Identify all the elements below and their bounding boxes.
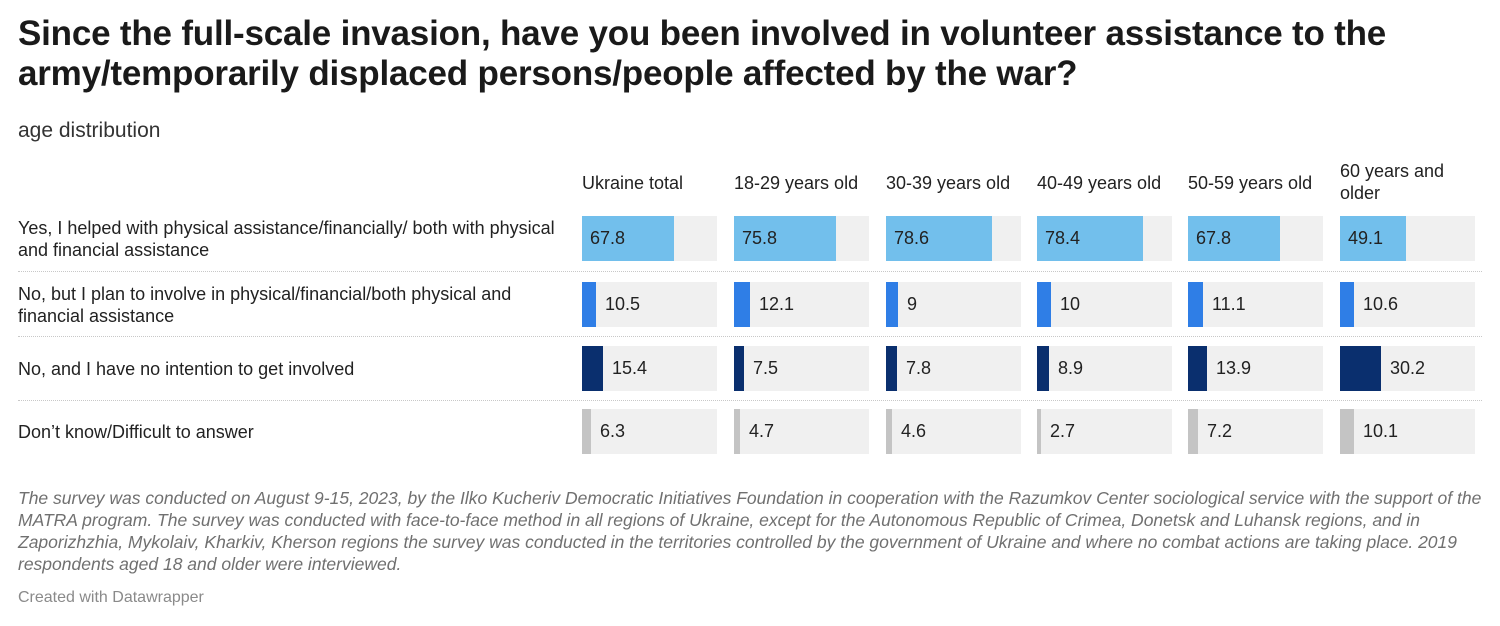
bar (886, 409, 892, 454)
bar-cell: 10.5 (582, 282, 717, 327)
value-label: 78.6 (894, 228, 930, 248)
row-label: Don’t know/Difficult to answer (18, 421, 254, 442)
bar-cell: 30.2 (1340, 346, 1475, 391)
value-label: 9 (907, 294, 918, 314)
bar (734, 409, 740, 454)
bar-cell: 67.8 (1188, 216, 1323, 261)
bar (1340, 216, 1406, 261)
value-label: 12.1 (759, 294, 795, 314)
bar (1037, 282, 1051, 327)
column-header: 18-29 years old (734, 173, 859, 193)
bar-cell: 7.5 (734, 346, 869, 391)
bar-cell: 15.4 (582, 346, 717, 391)
value-label: 4.6 (901, 421, 927, 441)
bar-cell: 7.2 (1188, 409, 1323, 454)
row-label: No, but I plan to involve in physical/fi… (18, 283, 512, 326)
value-label: 10 (1060, 294, 1081, 314)
bar-table-chart: Ukraine total 18-29 years old 30-39 years … (0, 150, 1500, 460)
value-label: 49.1 (1348, 228, 1384, 248)
bar-cell: 13.9 (1188, 346, 1323, 391)
value-label: 75.8 (742, 228, 778, 248)
bar-cell: 4.6 (886, 409, 1021, 454)
value-label: 67.8 (590, 228, 626, 248)
bar (734, 216, 836, 261)
bar (1188, 216, 1280, 261)
chart-notes: The survey was conducted on August 9-15,… (18, 488, 1482, 574)
column-header: 30-39 years old (886, 173, 1011, 193)
bar-cell: 10 (1037, 282, 1172, 327)
bar-cell: 2.7 (1037, 409, 1172, 454)
bar (734, 282, 750, 327)
bar-cell: 11.1 (1188, 282, 1323, 327)
bar (1188, 409, 1198, 454)
value-label: 67.8 (1196, 228, 1232, 248)
bar (1340, 346, 1381, 391)
value-label: 4.7 (749, 421, 775, 441)
row-separator (18, 400, 1482, 401)
bar-cell: 10.1 (1340, 409, 1475, 454)
bar (582, 346, 603, 391)
value-label: 7.2 (1207, 421, 1233, 441)
bar (582, 216, 674, 261)
value-label: 78.4 (1045, 228, 1081, 248)
bar-cell: 4.7 (734, 409, 869, 454)
bar (1037, 216, 1143, 261)
row-separator (18, 271, 1482, 272)
bar (582, 282, 596, 327)
bar-cell: 75.8 (734, 216, 869, 261)
datawrapper-credit: Created with Datawrapper (18, 589, 204, 606)
row-separator (18, 336, 1482, 337)
value-label: 8.9 (1058, 358, 1084, 378)
bar-cell: 78.6 (886, 216, 1021, 261)
bar (582, 409, 591, 454)
value-label: 2.7 (1050, 421, 1076, 441)
bar-cell: 9 (886, 282, 1021, 327)
bar (886, 346, 897, 391)
value-label: 7.8 (906, 358, 932, 378)
value-label: 7.5 (753, 358, 779, 378)
column-header: 40-49 years old (1037, 173, 1162, 193)
column-header: 60 years and older (1340, 161, 1445, 203)
bar (734, 346, 744, 391)
chart-subtitle: age distribution (18, 119, 161, 142)
value-label: 6.3 (600, 421, 626, 441)
bar (1340, 282, 1354, 327)
value-label: 15.4 (612, 358, 648, 378)
bar (1188, 282, 1203, 327)
row-label: No, and I have no intention to get invol… (18, 358, 355, 379)
bar-cell: 67.8 (582, 216, 717, 261)
bar-cell: 6.3 (582, 409, 717, 454)
bar (1188, 346, 1207, 391)
column-header: Ukraine total (582, 173, 684, 193)
row-label: Yes, I helped with physical assistance/f… (18, 217, 555, 260)
bar (886, 216, 992, 261)
column-header: 50-59 years old (1188, 173, 1313, 193)
bar (1037, 409, 1041, 454)
chart-title: Since the full-scale invasion, have you … (18, 14, 1387, 93)
value-label: 10.1 (1363, 421, 1399, 441)
value-label: 10.6 (1363, 294, 1399, 314)
bar-cell: 12.1 (734, 282, 869, 327)
bar-cell: 7.8 (886, 346, 1021, 391)
bar-cell: 78.4 (1037, 216, 1172, 261)
value-label: 13.9 (1216, 358, 1252, 378)
value-label: 10.5 (605, 294, 641, 314)
bar-cell: 49.1 (1340, 216, 1475, 261)
bar (886, 282, 898, 327)
bar-cell: 8.9 (1037, 346, 1172, 391)
bar (1037, 346, 1049, 391)
bar-cell: 10.6 (1340, 282, 1475, 327)
value-label: 30.2 (1390, 358, 1426, 378)
bar (1340, 409, 1354, 454)
value-label: 11.1 (1212, 294, 1246, 314)
